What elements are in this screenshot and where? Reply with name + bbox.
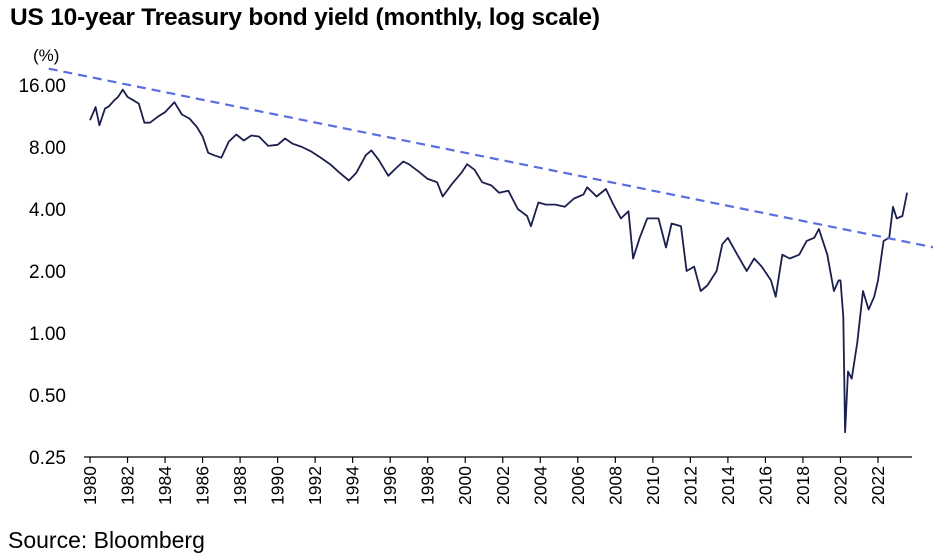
x-tick-label: 2012 (680, 466, 700, 505)
y-tick-label: 0.50 (29, 386, 66, 407)
x-tick-label: 1984 (155, 466, 175, 505)
x-tick-label: 2002 (493, 466, 513, 505)
yield-line (89, 88, 908, 434)
x-tick-label: 2000 (455, 466, 475, 505)
source-note: Source: Bloomberg (8, 527, 205, 553)
x-tick-label: 2006 (568, 466, 588, 505)
x-tick-label: 1998 (418, 466, 438, 505)
x-tick-label: 1980 (80, 466, 100, 505)
x-axis: 1980 1982 1984 1986 1988 1990 1992 1994 1996 1998… (80, 456, 912, 505)
x-tick-label: 2016 (755, 466, 775, 505)
y-axis: 16.00 8.00 4.00 2.00 1.00 0.50 0.25 (18, 76, 66, 469)
x-tick-label: 2008 (605, 466, 625, 505)
x-tick-label: 2020 (830, 466, 850, 505)
x-tick-label: 1990 (268, 466, 288, 505)
y-tick-label: 1.00 (29, 324, 66, 345)
trend-line (48, 67, 933, 249)
x-tick-label: 1986 (193, 466, 213, 505)
x-tick-label: 1982 (118, 466, 138, 505)
chart-title: US 10-year Treasury bond yield (monthly,… (10, 4, 600, 31)
yield-chart: (%) 16.008.004.002.001.000.500.25 1980 19… (18, 46, 933, 505)
x-tick-label: 1992 (305, 466, 325, 505)
series-group (48, 67, 933, 434)
x-tick-label: 1988 (230, 466, 250, 505)
y-tick-label: 2.00 (29, 262, 66, 283)
y-tick-label: 8.00 (29, 138, 66, 159)
x-tick-label: 2004 (530, 466, 550, 505)
y-tick-label: 4.00 (29, 200, 66, 221)
x-tick-label: 1994 (343, 466, 363, 505)
x-tick-label: 2018 (793, 466, 813, 505)
x-tick-label: 2014 (718, 466, 738, 505)
y-tick-label: 16.00 (18, 76, 66, 97)
x-tick-label: 2022 (868, 466, 888, 505)
y-tick-label: 0.25 (29, 448, 66, 469)
x-tick-label: 2010 (643, 466, 663, 505)
x-tick-label: 1996 (380, 466, 400, 505)
y-axis-unit-label: (%) (33, 46, 59, 65)
